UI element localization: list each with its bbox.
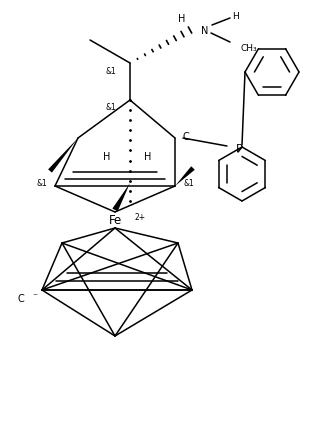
Text: N: N xyxy=(201,26,209,36)
Text: H: H xyxy=(144,152,152,162)
Polygon shape xyxy=(48,139,78,173)
Text: &1: &1 xyxy=(36,178,47,187)
Text: CH₃: CH₃ xyxy=(240,43,256,53)
Text: &1: &1 xyxy=(105,67,116,76)
Text: Fe: Fe xyxy=(108,214,122,227)
Text: P: P xyxy=(236,144,243,154)
Text: ⁻: ⁻ xyxy=(32,291,37,301)
Text: 2+: 2+ xyxy=(134,212,145,221)
Text: &1: &1 xyxy=(183,178,194,187)
Text: H: H xyxy=(178,14,186,24)
Polygon shape xyxy=(175,167,195,187)
Text: C: C xyxy=(182,132,189,141)
Text: C: C xyxy=(17,293,24,303)
Polygon shape xyxy=(112,184,130,212)
Text: H: H xyxy=(103,152,111,162)
Text: &1: &1 xyxy=(105,102,116,111)
Text: H: H xyxy=(232,11,238,21)
